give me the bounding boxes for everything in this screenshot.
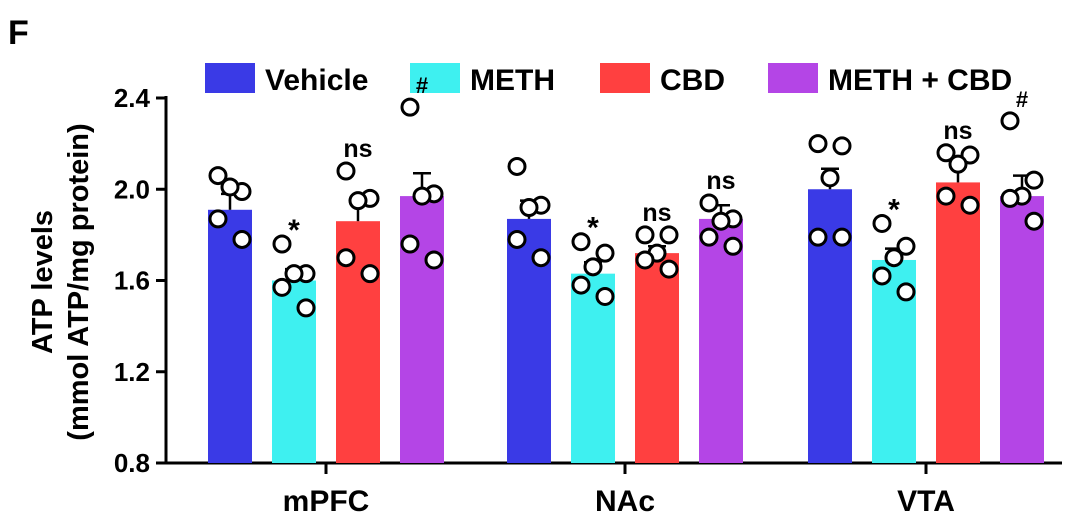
data-point — [336, 248, 356, 268]
data-point — [583, 257, 603, 277]
y-tick-label: 0.8 — [114, 448, 150, 478]
data-point — [896, 236, 916, 256]
significance-label: ns — [343, 135, 372, 163]
data-point — [220, 177, 240, 197]
significance-label: * — [288, 214, 300, 247]
data-point — [272, 234, 292, 254]
legend-label: Vehicle — [265, 64, 368, 97]
bar — [936, 182, 980, 463]
data-point — [896, 282, 916, 302]
data-point — [519, 198, 539, 217]
bar — [635, 253, 679, 463]
data-point — [595, 243, 615, 263]
data-point — [348, 191, 368, 211]
data-point — [960, 145, 980, 165]
significance-label: ns — [642, 199, 671, 227]
y-axis-label-line2: (mmol ATP/mg protein) — [63, 123, 95, 440]
legend-swatch — [205, 63, 255, 93]
bars — [208, 182, 1044, 463]
data-point — [872, 213, 892, 233]
data-point — [232, 229, 252, 249]
y-axis: 0.8 1.2 1.6 2.0 2.4 — [114, 83, 168, 478]
significance-label: * — [888, 193, 900, 226]
data-point — [936, 143, 956, 163]
y-axis-title: ATP levels (mmol ATP/mg protein) — [27, 123, 95, 440]
data-point — [571, 232, 591, 252]
significance-label: # — [416, 73, 428, 98]
data-point — [635, 225, 655, 245]
significance-label: ns — [706, 167, 735, 195]
data-point — [635, 250, 655, 270]
significance-label: # — [1016, 87, 1028, 112]
data-point — [723, 236, 743, 256]
data-point — [424, 250, 444, 270]
data-point — [960, 195, 980, 215]
x-category-label: mPFC — [283, 485, 370, 518]
data-point — [832, 136, 852, 156]
data-point — [208, 166, 228, 186]
data-point — [296, 298, 316, 318]
legend-swatch — [600, 63, 650, 93]
data-point — [1000, 111, 1020, 131]
legend-swatch — [410, 63, 460, 93]
bar — [699, 218, 743, 463]
bar — [208, 209, 252, 463]
data-point — [659, 225, 679, 245]
data-point — [272, 277, 292, 297]
significance-label: ns — [943, 117, 972, 145]
data-point — [507, 229, 527, 249]
data-point — [808, 227, 828, 247]
data-point — [699, 227, 719, 247]
legend-label: METH — [470, 64, 555, 97]
legend-label: CBD — [660, 64, 725, 97]
data-point — [711, 211, 731, 231]
data-point — [571, 275, 591, 295]
data-point — [808, 134, 828, 154]
legend-label: METH + CBD — [828, 64, 1012, 97]
data-point — [400, 97, 420, 117]
y-tick-label: 1.2 — [114, 357, 150, 387]
data-point — [595, 286, 615, 306]
significance-marks: * * * ns ns ns # ns # — [288, 73, 1028, 247]
data-point — [412, 186, 432, 206]
x-category-label: NAc — [595, 485, 655, 518]
data-point — [699, 193, 719, 213]
data-points — [208, 97, 1044, 318]
y-tick-label: 2.0 — [114, 174, 150, 204]
x-axis: mPFC NAc VTA — [165, 461, 1062, 518]
data-point — [208, 209, 228, 229]
data-point — [336, 161, 356, 181]
legend-swatch — [768, 63, 818, 93]
panel-label: F — [8, 14, 29, 52]
data-point — [872, 266, 892, 286]
data-point — [948, 154, 968, 174]
x-category-label: VTA — [897, 485, 955, 518]
data-point — [400, 234, 420, 254]
data-point — [1000, 188, 1020, 208]
legend: Vehicle METH CBD METH + CBD — [205, 63, 1012, 97]
data-point — [1024, 211, 1044, 231]
data-point — [360, 264, 380, 284]
data-point — [884, 248, 904, 268]
data-point — [284, 264, 304, 284]
data-point — [659, 259, 679, 279]
data-point — [507, 156, 527, 176]
data-point — [936, 186, 956, 206]
significance-label: * — [587, 212, 599, 245]
y-axis-label-line1: ATP levels — [27, 210, 59, 354]
data-point — [1024, 170, 1044, 190]
y-tick-label: 1.6 — [114, 266, 150, 296]
y-tick-label: 2.4 — [114, 83, 151, 113]
bar — [1000, 196, 1044, 463]
data-point — [531, 248, 551, 268]
data-point — [820, 168, 840, 188]
data-point — [832, 227, 852, 247]
